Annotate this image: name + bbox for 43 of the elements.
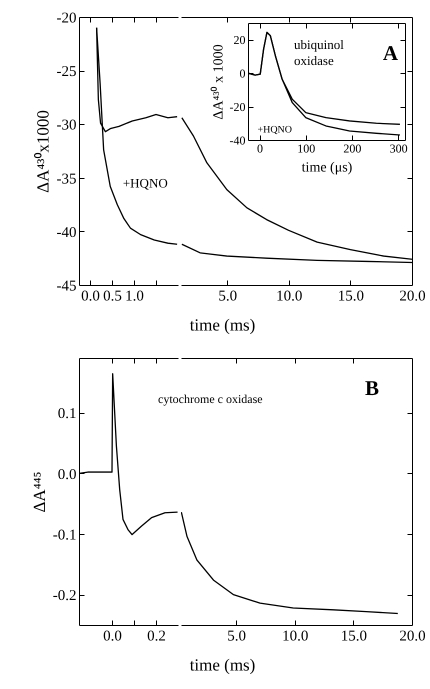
x-tick-label: 0.2	[147, 628, 166, 644]
y-tick-label: -20	[230, 100, 246, 114]
x-tick-label: 1.0	[125, 288, 144, 304]
x-axis-title: time (ms)	[190, 656, 256, 674]
y-tick-label: -20	[56, 10, 76, 26]
y-tick-label: -35	[56, 171, 76, 188]
x-tick-label: 20.0	[399, 628, 426, 644]
y-tick-label: 0.0	[58, 466, 76, 483]
x-tick-label: 0.0	[81, 288, 100, 304]
y-tick-label: 20	[234, 33, 246, 48]
annotation: ubiquinol oxidase	[294, 37, 344, 68]
y-tick-label: -25	[56, 64, 76, 80]
x-tick-label: 5.0	[218, 288, 238, 304]
x-tick-label: 200	[343, 142, 362, 156]
annotation: B	[364, 376, 379, 400]
x-tick-label: 300	[390, 142, 408, 156]
y-axis-title: ΔA⁴³⁰x1000	[34, 110, 53, 193]
x-axis-title: time (ms)	[190, 316, 256, 334]
x-tick-label: 0	[257, 142, 264, 156]
series-label: +HQNO	[122, 176, 168, 191]
y-tick-label: 0.1	[58, 406, 76, 422]
y-tick-label: -0.2	[52, 588, 76, 604]
y-axis-title: ΔA⁴⁴⁵	[30, 471, 49, 512]
x-tick-label: 15.0	[340, 628, 367, 644]
x-tick-label: 0.5	[103, 288, 122, 304]
x-tick-label: 100	[297, 142, 316, 156]
annotation: A	[382, 41, 399, 65]
x-tick-label: 5.0	[227, 628, 246, 644]
x-axis-title: time (μs)	[302, 160, 353, 176]
y-tick-label: -40	[56, 224, 76, 241]
y-axis-title: ΔA⁴³⁰ x 1000	[210, 44, 227, 120]
y-tick-label: -45	[56, 278, 76, 294]
annotation: cytochrome c oxidase	[158, 392, 263, 406]
series-label: +HQNO	[257, 124, 292, 136]
x-tick-label: 10.0	[282, 628, 308, 644]
x-tick-label: 15.0	[338, 288, 364, 304]
y-tick-label: -40	[230, 134, 246, 148]
y-tick-label: -0.1	[52, 527, 76, 544]
x-tick-label: 10.0	[276, 288, 302, 304]
x-tick-label: 0.0	[103, 628, 122, 644]
y-tick-label: -30	[56, 118, 76, 134]
y-tick-label: 0	[240, 66, 246, 81]
x-tick-label: 20.0	[399, 288, 426, 304]
